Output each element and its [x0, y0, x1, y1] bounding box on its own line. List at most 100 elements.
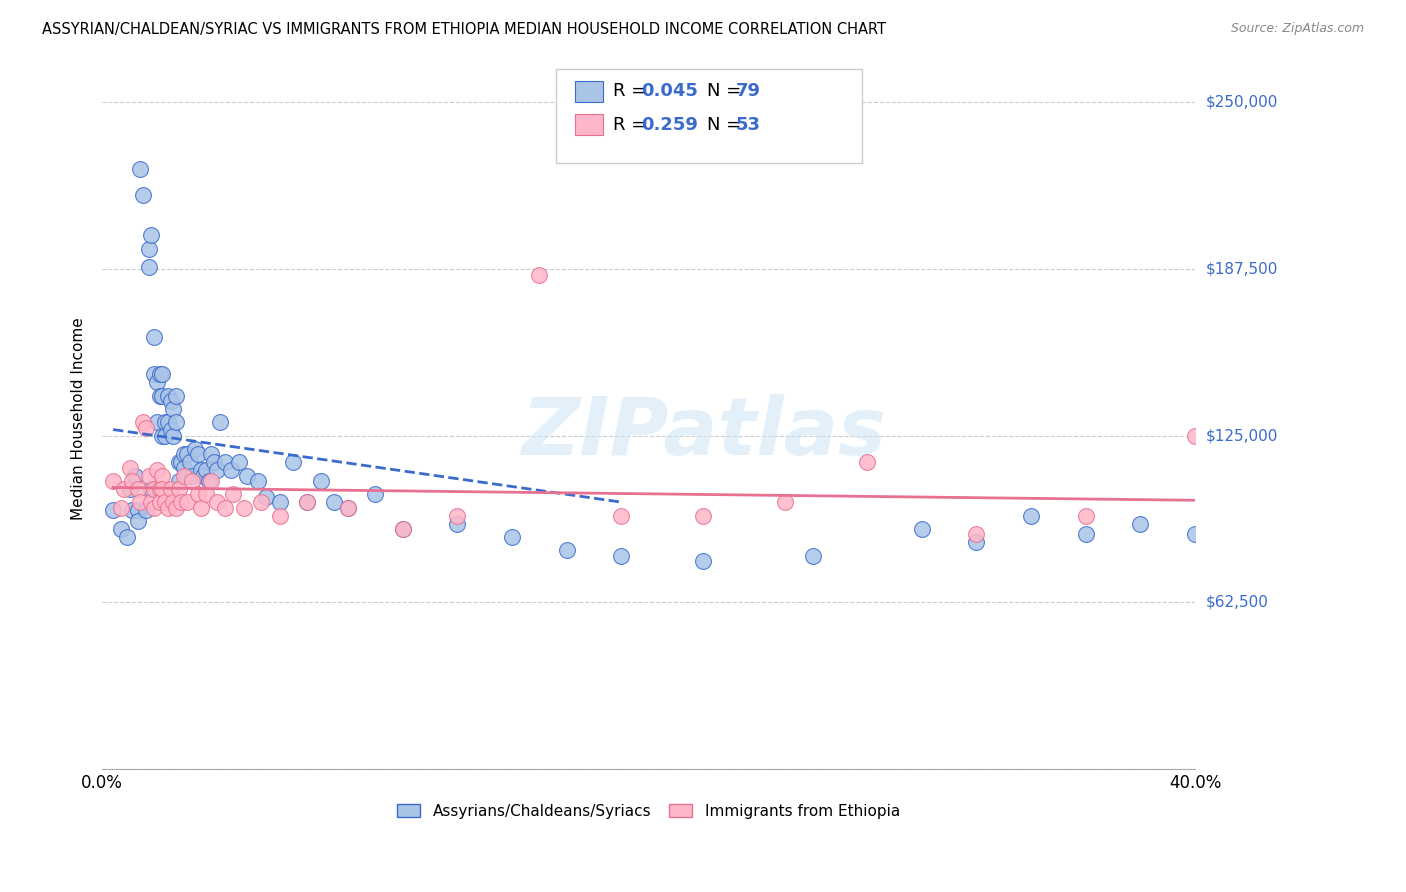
Text: $125,000: $125,000: [1206, 428, 1278, 443]
Point: [1294, 442, 1316, 456]
Point: [149, 368, 172, 382]
Point: [138, 468, 160, 483]
Point: [153, 495, 176, 509]
Point: [391, 522, 413, 536]
Point: [101, 474, 124, 488]
Point: [146, 375, 169, 389]
Point: [150, 368, 173, 382]
Point: [228, 455, 250, 469]
Point: [446, 508, 468, 523]
Point: [190, 463, 212, 477]
Point: [181, 474, 204, 488]
Point: [187, 487, 209, 501]
Point: [205, 463, 228, 477]
Point: [135, 420, 157, 434]
Point: [1402, 455, 1406, 469]
Point: [195, 487, 218, 501]
FancyBboxPatch shape: [575, 81, 603, 103]
Point: [1019, 508, 1042, 523]
Point: [529, 268, 551, 283]
Point: [1129, 516, 1152, 531]
Point: [856, 455, 879, 469]
Point: [1184, 527, 1206, 541]
Point: [176, 495, 198, 509]
Point: [127, 514, 149, 528]
Text: $250,000: $250,000: [1206, 95, 1278, 110]
Point: [167, 474, 190, 488]
Point: [337, 500, 360, 515]
Point: [200, 474, 222, 488]
Point: [165, 415, 187, 429]
Point: [446, 516, 468, 531]
Point: [129, 495, 152, 509]
Point: [269, 495, 291, 509]
Point: [138, 260, 160, 275]
Point: [156, 500, 179, 515]
Point: [364, 487, 387, 501]
Point: [173, 460, 195, 475]
Point: [143, 330, 166, 344]
Point: [170, 455, 193, 469]
Point: [246, 474, 269, 488]
Point: [149, 482, 172, 496]
Point: [1074, 508, 1097, 523]
FancyBboxPatch shape: [555, 69, 862, 163]
Point: [190, 500, 212, 515]
Point: [165, 500, 187, 515]
Point: [156, 415, 179, 429]
Point: [143, 368, 166, 382]
Point: [181, 468, 204, 483]
Point: [295, 495, 318, 509]
Text: 0.259: 0.259: [641, 116, 697, 134]
Point: [801, 549, 824, 563]
Point: [141, 228, 163, 243]
Point: [141, 495, 163, 509]
Point: [149, 495, 172, 509]
Point: [966, 527, 988, 541]
Point: [101, 503, 124, 517]
Text: $62,500: $62,500: [1206, 595, 1270, 610]
Point: [127, 503, 149, 517]
Text: R =: R =: [613, 82, 651, 100]
Point: [200, 447, 222, 461]
Point: [162, 401, 184, 416]
Point: [156, 388, 179, 402]
Point: [150, 388, 173, 402]
Point: [254, 490, 277, 504]
Point: [337, 500, 360, 515]
Text: R =: R =: [613, 116, 651, 134]
Point: [159, 423, 181, 437]
Point: [195, 463, 218, 477]
Point: [150, 428, 173, 442]
Point: [323, 495, 346, 509]
Point: [173, 447, 195, 461]
Point: [205, 495, 228, 509]
Point: [143, 482, 166, 496]
Point: [146, 415, 169, 429]
Point: [501, 530, 523, 544]
Point: [167, 455, 190, 469]
Point: [115, 530, 138, 544]
Point: [179, 455, 201, 469]
Point: [159, 482, 181, 496]
Point: [283, 455, 305, 469]
Point: [911, 522, 934, 536]
Point: [236, 468, 259, 483]
Text: 0.045: 0.045: [641, 82, 697, 100]
Point: [146, 463, 169, 477]
FancyBboxPatch shape: [575, 114, 603, 135]
Point: [610, 508, 633, 523]
Point: [173, 468, 195, 483]
Point: [124, 468, 146, 483]
Point: [555, 543, 578, 558]
Point: [222, 487, 245, 501]
Point: [121, 474, 143, 488]
Point: [170, 495, 193, 509]
Point: [187, 447, 209, 461]
Point: [110, 500, 132, 515]
Point: [167, 482, 190, 496]
Point: [132, 188, 155, 202]
Point: [150, 468, 173, 483]
Point: [138, 242, 160, 256]
Point: [162, 428, 184, 442]
